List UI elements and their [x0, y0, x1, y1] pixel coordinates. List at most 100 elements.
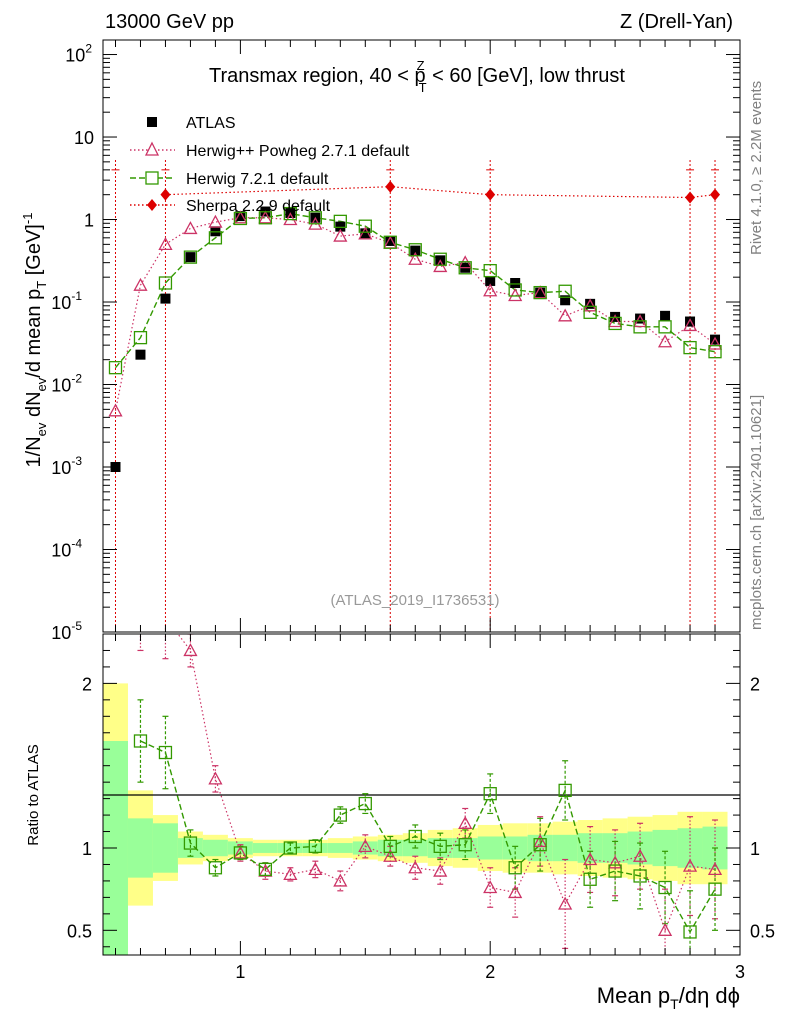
- powheg-point: [133, 277, 148, 291]
- plot-title-part-1: Transmax region, 40 < p: [209, 65, 426, 87]
- y-tick-label: 10-2: [51, 372, 82, 396]
- ratio-band-inner: [152, 823, 178, 873]
- powheg-ratio-point: [308, 862, 323, 876]
- powheg-point: [533, 285, 548, 299]
- powheg-ratio-point: [358, 838, 373, 853]
- ratio-y-tick-label: 0.5: [67, 921, 92, 941]
- atlas-point: [385, 235, 396, 246]
- herwig-point: [433, 252, 447, 266]
- powheg-ratio-point: [458, 815, 473, 829]
- ratio-y-tick-label-right: 1: [750, 839, 760, 859]
- ylabel-top-sub3: T: [34, 281, 49, 289]
- powheg-point: [233, 210, 248, 224]
- herwig-ratio-point: [533, 838, 547, 852]
- plot-title-part-2: < 60 [GeV], low thrust: [427, 65, 626, 87]
- legend-label-powheg: Herwig++ Powheg 2.7.1 default: [186, 143, 410, 160]
- atlas-point: [635, 313, 646, 324]
- herwig-ratio-point: [383, 839, 397, 854]
- herwig-point: [283, 206, 298, 221]
- herwig-ratio-point: [683, 925, 697, 939]
- xlabel-p1: Mean p: [597, 983, 670, 1008]
- powheg-point: [258, 210, 273, 224]
- powheg-ratio-point: [583, 852, 598, 866]
- plot-title: Transmax region, 40 < pZ T < 60 [GeV], lo…: [209, 58, 625, 95]
- rivet-label: Rivet 4.1.0, ≥ 2.2M events: [748, 81, 765, 255]
- powheg-ratio-point: [208, 771, 223, 785]
- ratio-band-inner: [202, 839, 228, 857]
- ratio-band-inner: [327, 843, 353, 853]
- powheg-point: [583, 298, 598, 312]
- legend-marker-herwig: [145, 171, 159, 185]
- xlabel: Mean pT/dη dϕ: [597, 983, 740, 1012]
- powheg-point: [707, 336, 723, 350]
- atlas-point: [135, 349, 146, 360]
- powheg-ratio-point: [657, 922, 673, 936]
- mcplots-label: mcplots.cern.ch [arXiv:2401.10621]: [748, 395, 765, 630]
- powheg-ratio-point: [608, 855, 623, 869]
- powheg-ratio-point: [433, 863, 448, 877]
- powheg-ratio-point: [483, 880, 498, 894]
- legend-label-sherpa: Sherpa 2.2.9 default: [186, 198, 331, 215]
- ratio-y-tick-label-right: 2: [750, 674, 760, 694]
- powheg-point: [608, 314, 623, 328]
- herwig-point: [308, 211, 322, 225]
- header-left: 13000 GeV pp: [105, 11, 234, 33]
- main-plot: 10-5 10-4 10-3 10-2 10-1 1 10 102 Transmax regi…: [20, 39, 741, 643]
- powheg-ratio-point: [707, 862, 723, 876]
- x-tick-label: 2: [485, 962, 495, 982]
- atlas-point: [685, 316, 696, 327]
- herwig-point: [658, 320, 672, 334]
- powheg-ratio-point: [233, 845, 248, 859]
- y-tick-label: 10-5: [51, 619, 82, 643]
- herwig-point: [358, 219, 372, 233]
- powheg-point: [483, 283, 498, 297]
- atlas-point: [560, 295, 571, 306]
- herwig-point: [108, 361, 123, 375]
- herwig-ratio-point: [258, 862, 273, 877]
- legend-entry-herwig: Herwig 7.2.1 default: [130, 171, 329, 188]
- herwig-ratio-point: [133, 734, 148, 748]
- legend-entry-sherpa: Sherpa 2.2.9 default: [130, 198, 331, 215]
- herwig-point: [258, 211, 273, 225]
- powheg-point: [408, 251, 423, 265]
- atlas-point: [585, 298, 596, 309]
- powheg-ratio-point: [383, 848, 398, 862]
- plot-title-sup: Z: [417, 58, 425, 73]
- powheg-ratio-point: [333, 873, 348, 887]
- ratio-band-inner: [477, 836, 503, 860]
- herwig-point: [533, 285, 547, 300]
- herwig-point: [708, 345, 722, 359]
- powheg-ratio-line: [177, 634, 716, 933]
- y-tick-label: 10-3: [51, 454, 82, 478]
- herwig-ratio-point: [408, 829, 422, 844]
- ratio-band-inner: [677, 828, 703, 868]
- herwig-point: [233, 211, 248, 226]
- herwig-ratio-point: [708, 882, 722, 896]
- ratio-band-inner: [652, 829, 678, 867]
- powheg-ratio-point: [558, 896, 573, 910]
- herwig-ratio-point: [183, 836, 198, 850]
- ratio-band-inner: [127, 818, 153, 878]
- atlas-point: [185, 252, 196, 263]
- herwig-point: [208, 231, 223, 245]
- legend: ATLAS Herwig++ Powheg 2.7.1 default Herw…: [130, 115, 410, 215]
- herwig-point: [483, 263, 497, 278]
- herwig-ratio-point: [433, 839, 447, 854]
- powheg-point: [208, 214, 223, 228]
- y-tick-label: 10: [74, 128, 94, 148]
- legend-entry-powheg: Herwig++ Powheg 2.7.1 default: [130, 141, 410, 160]
- herwig-ratio-point: [208, 861, 223, 875]
- atlas-point: [660, 310, 671, 321]
- herwig-point: [683, 340, 697, 355]
- powheg-point: [433, 259, 448, 273]
- herwig-ratio-point: [483, 787, 497, 801]
- y-tick-label: 10-4: [51, 537, 82, 561]
- atlas-point: [235, 211, 246, 222]
- herwig-point: [158, 276, 173, 290]
- atlas-point: [510, 278, 521, 289]
- legend-marker-sherpa: [147, 199, 157, 211]
- ylabel-top: 1/Nev dNev/d mean pT [GeV]-1: [20, 213, 49, 468]
- ylabel-top-p2: dN: [23, 391, 45, 422]
- ylabel-top-sub1: ev: [34, 422, 49, 436]
